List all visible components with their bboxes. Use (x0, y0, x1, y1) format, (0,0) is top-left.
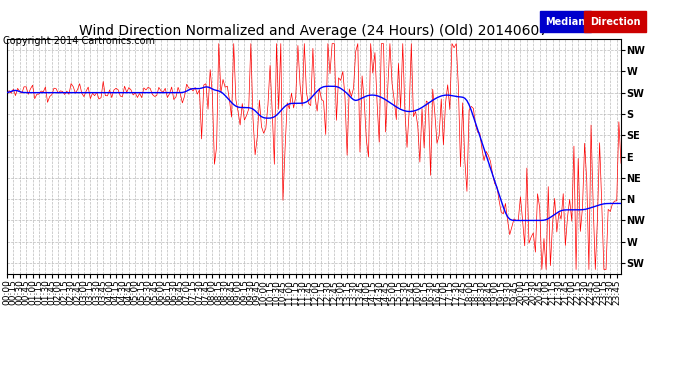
Text: Direction: Direction (590, 17, 640, 27)
Title: Wind Direction Normalized and Average (24 Hours) (Old) 20140607: Wind Direction Normalized and Average (2… (79, 24, 549, 38)
Text: Copyright 2014 Cartronics.com: Copyright 2014 Cartronics.com (3, 36, 155, 46)
Text: Median: Median (545, 17, 585, 27)
